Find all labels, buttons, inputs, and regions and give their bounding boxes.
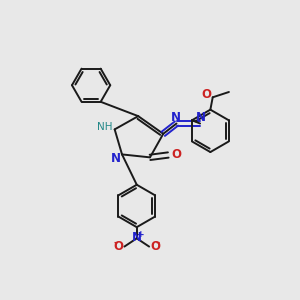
Text: N: N bbox=[132, 231, 142, 244]
Text: NH: NH bbox=[98, 122, 113, 132]
Text: +: + bbox=[137, 230, 145, 239]
Text: -: - bbox=[113, 238, 118, 248]
Text: N: N bbox=[196, 110, 206, 124]
Text: N: N bbox=[111, 152, 121, 165]
Text: N: N bbox=[171, 110, 181, 124]
Text: O: O bbox=[172, 148, 182, 161]
Text: O: O bbox=[151, 240, 160, 253]
Text: -: - bbox=[156, 238, 160, 248]
Text: O: O bbox=[113, 240, 123, 253]
Text: O: O bbox=[201, 88, 211, 101]
